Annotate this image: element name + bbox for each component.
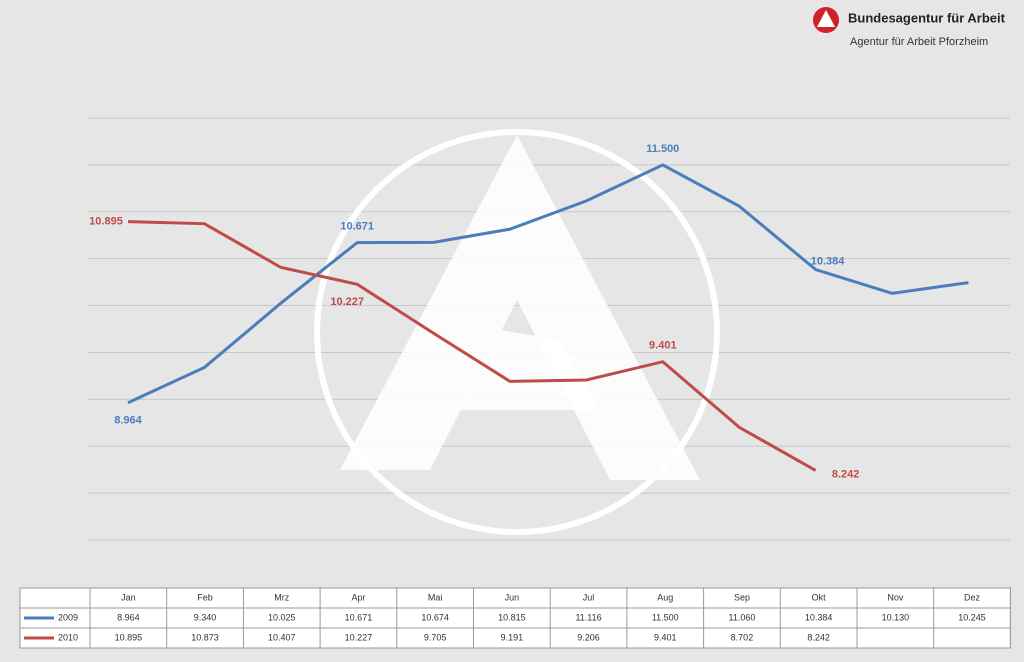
column-header: Aug	[657, 592, 673, 602]
data-table: Jan Feb Mrz Apr Mai Jun Jul Aug Sep Okt Nov Dez 2009…	[19, 587, 1011, 649]
data-label: 9.401	[649, 340, 677, 352]
data-label: 11.500	[646, 143, 679, 155]
column-header: Mrz	[274, 592, 289, 602]
table-cell: 10.025	[268, 612, 296, 622]
table-cell: 10.130	[882, 612, 910, 622]
table-cell: 9.705	[424, 632, 447, 642]
table-cell: 10.407	[268, 632, 296, 642]
table-cell: 9.191	[501, 632, 524, 642]
column-header: Jul	[583, 592, 595, 602]
data-label: 8.242	[832, 468, 860, 480]
data-label: 8.964	[114, 415, 142, 427]
column-header: Jun	[505, 592, 520, 602]
series-line	[127, 163, 969, 405]
header-subtitle: Agentur für Arbeit Pforzheim	[850, 36, 988, 48]
table-cell: 10.227	[345, 632, 373, 642]
data-label: 10.384	[811, 255, 846, 267]
column-header: Mai	[428, 592, 443, 602]
table-cell: 10.674	[421, 612, 449, 622]
table-cell: 11.116	[575, 612, 601, 622]
table-cell: 9.401	[654, 632, 677, 642]
column-header: Feb	[197, 592, 213, 602]
legend-label: 2009	[58, 612, 78, 622]
column-header: Okt	[812, 592, 827, 602]
column-header: Sep	[734, 592, 750, 602]
logo	[813, 7, 839, 33]
table-cell: 10.895	[115, 632, 143, 642]
column-header: Apr	[351, 592, 365, 602]
data-label: 10.671	[340, 221, 374, 233]
column-header: Dez	[964, 592, 981, 602]
table-cell: 9.206	[577, 632, 600, 642]
table-cell: 11.500	[652, 612, 679, 622]
table-cell: 8.964	[117, 612, 140, 622]
table-cell: 10.671	[345, 612, 373, 622]
table-cell: 8.702	[731, 632, 754, 642]
series-line	[127, 220, 817, 472]
legend-label: 2010	[58, 632, 78, 642]
table-cell: 10.815	[498, 612, 526, 622]
table-cell: 10.384	[805, 612, 833, 622]
table-cell: 11.060	[729, 612, 756, 622]
column-header: Jan	[121, 592, 136, 602]
table-cell: 9.340	[194, 612, 217, 622]
data-label: 10.895	[89, 216, 123, 228]
data-label: 10.227	[330, 296, 364, 308]
column-header: Nov	[887, 592, 904, 602]
table-cell: 10.873	[191, 632, 219, 642]
table-cell: 10.245	[958, 612, 986, 622]
watermark	[314, 129, 720, 535]
table-cell: 8.242	[807, 632, 830, 642]
header-title: Bundesagentur für Arbeit	[848, 10, 1006, 25]
